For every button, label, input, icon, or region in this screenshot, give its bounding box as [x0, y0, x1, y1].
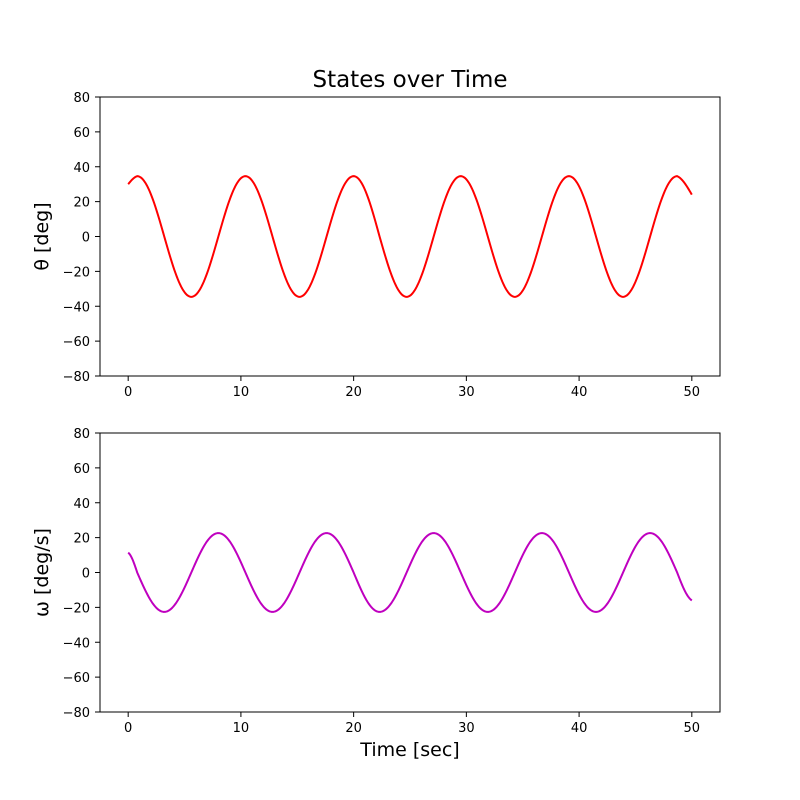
- theta-y-tick-label: −20: [63, 265, 90, 280]
- theta-subplot: 0 10 20 30 40 50 −80 −60 −40 −20 0 20 40 60 80 θ [deg]: [31, 91, 721, 400]
- omega-series-line: [127, 532, 693, 613]
- theta-y-tick-label: −60: [63, 335, 90, 350]
- theta-x-tick-label: 50: [684, 385, 701, 400]
- omega-y-tick-label: −80: [63, 706, 90, 721]
- chart-title: States over Time: [312, 67, 507, 93]
- omega-x-tick-label: 40: [571, 721, 588, 736]
- omega-x-tick-label: 0: [124, 721, 132, 736]
- omega-y-tick-label: −40: [63, 636, 90, 651]
- theta-y-tick-label: −80: [63, 370, 90, 385]
- omega-y-tick-label: 60: [73, 462, 90, 477]
- theta-y-tick-label: 20: [73, 196, 90, 211]
- theta-y-tick-label: 80: [73, 91, 90, 106]
- theta-y-tick-label: 60: [73, 126, 90, 141]
- omega-y-tick-label: 80: [73, 427, 90, 442]
- theta-y-tick-label: −40: [63, 300, 90, 315]
- theta-x-tick-label: 20: [345, 385, 362, 400]
- omega-y-tick-label: 20: [73, 532, 90, 547]
- theta-series-line: [127, 175, 693, 298]
- theta-x-tick-label: 10: [233, 385, 250, 400]
- theta-x-tick-label: 30: [458, 385, 475, 400]
- omega-x-tick-label: 50: [684, 721, 701, 736]
- omega-y-tick-label: 0: [82, 567, 90, 582]
- theta-y-tick-label: 40: [73, 161, 90, 176]
- omega-x-axis-label: Time [sec]: [359, 739, 459, 761]
- omega-y-tick-label: −20: [63, 601, 90, 616]
- theta-x-tick-label: 0: [124, 385, 132, 400]
- omega-y-axis-label: ω [deg/s]: [31, 528, 53, 617]
- theta-y-axis-label: θ [deg]: [31, 202, 53, 270]
- theta-y-tick-label: 0: [82, 231, 90, 246]
- omega-x-tick-label: 30: [458, 721, 475, 736]
- omega-y-tick-label: 40: [73, 497, 90, 512]
- omega-x-tick-label: 10: [233, 721, 250, 736]
- omega-subplot: 0 10 20 30 40 50 −80 −60 −40 −20 0 20 40 60 80 ω [deg/s…: [31, 427, 721, 761]
- omega-y-tick-label: −60: [63, 671, 90, 686]
- omega-x-tick-label: 20: [345, 721, 362, 736]
- theta-x-tick-label: 40: [571, 385, 588, 400]
